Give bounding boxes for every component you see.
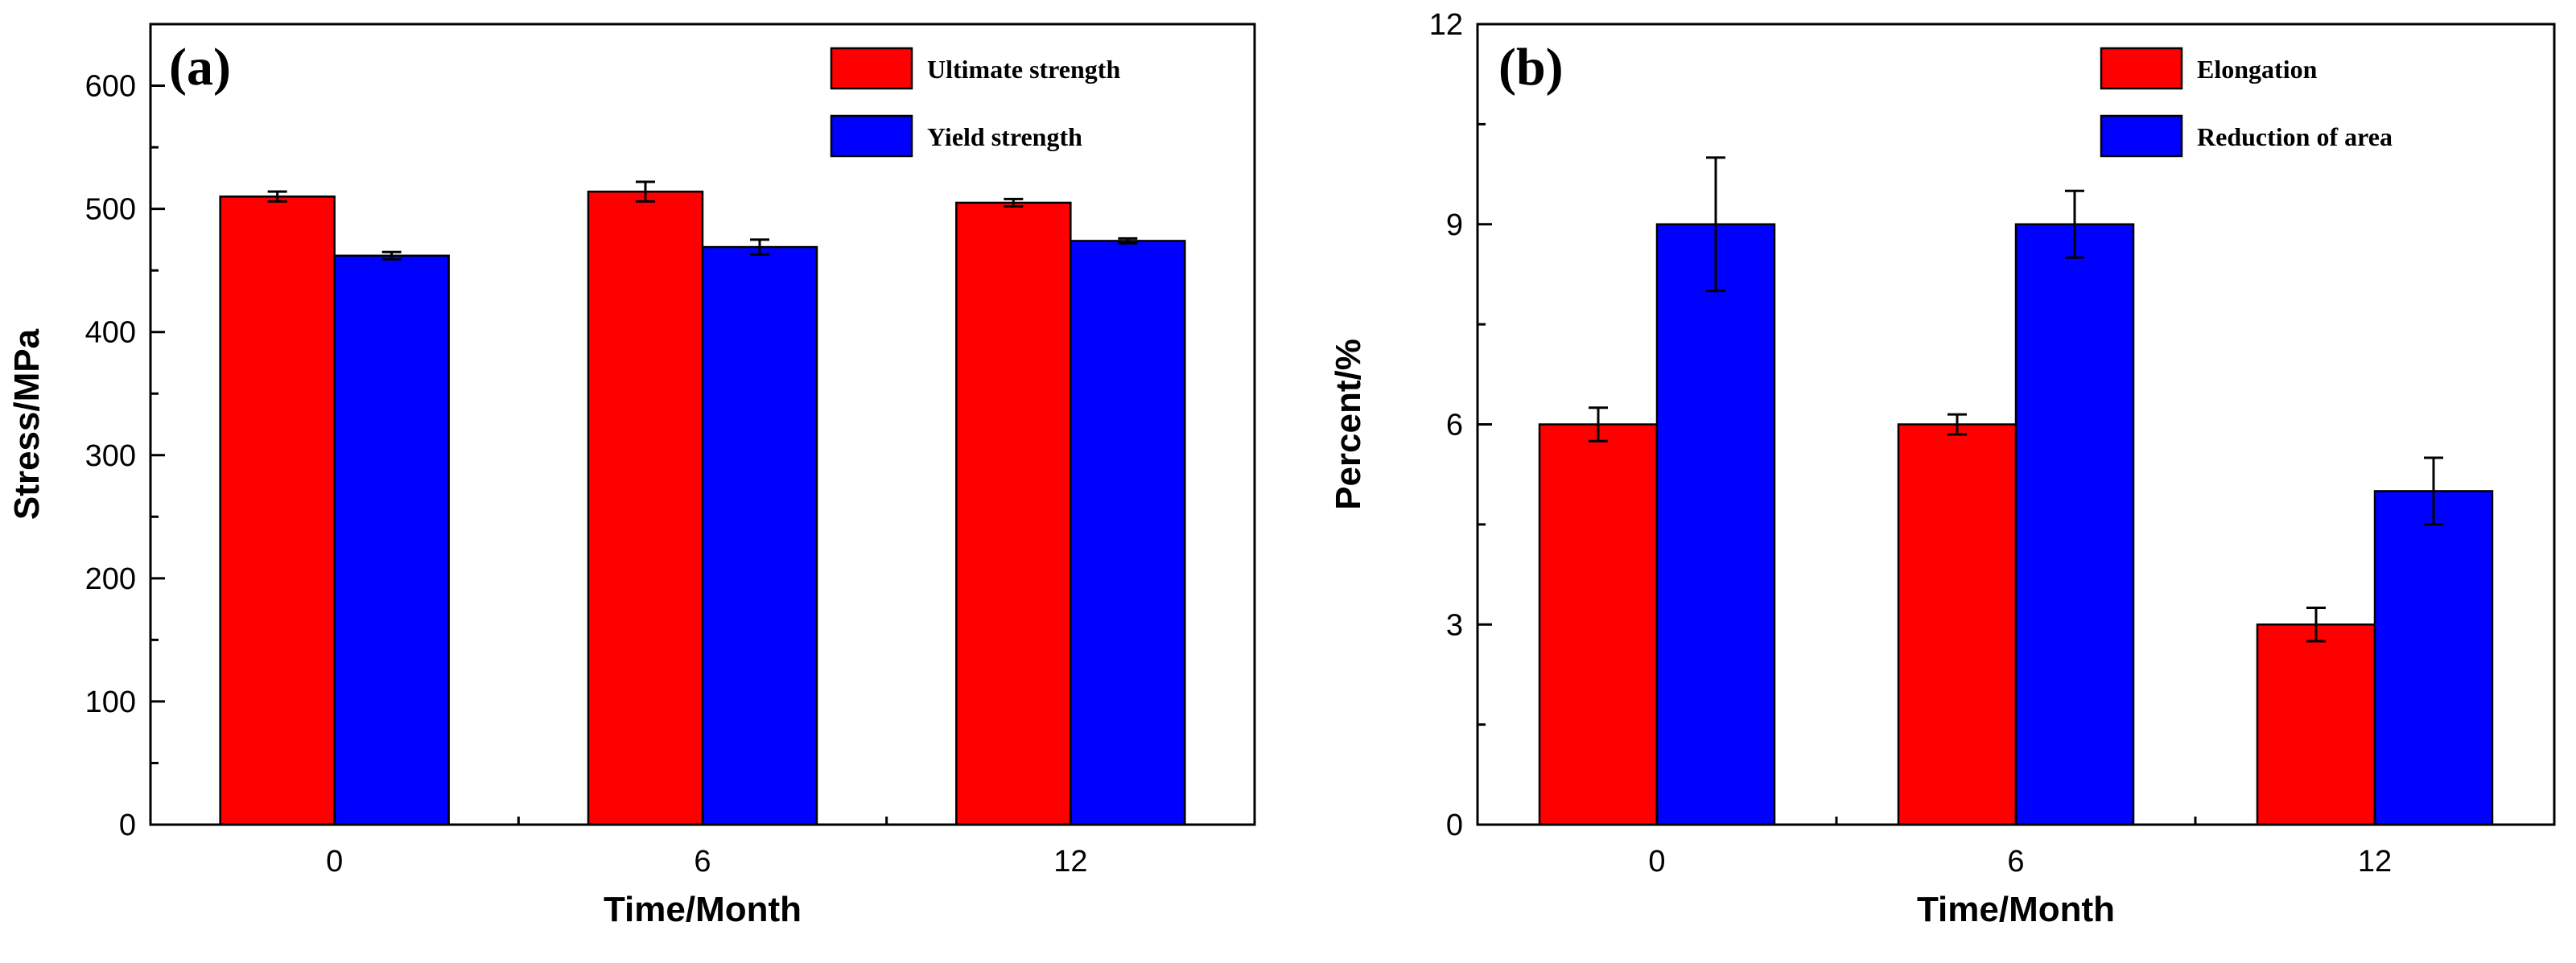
legend-swatch-b-1 <box>2100 114 2183 158</box>
bar-b-0-0 <box>1538 423 1659 826</box>
ytick-label-b-2: 6 <box>1446 409 1463 442</box>
bar-a-1-1 <box>701 245 818 826</box>
bar-b-1-1 <box>2014 223 2135 826</box>
ytick-label-a-3: 300 <box>85 439 136 473</box>
xtick-label-b-1: 6 <box>2007 845 2024 879</box>
bar-a-1-2 <box>1070 240 1186 826</box>
legend-label-a-1: Yield strength <box>927 122 1082 151</box>
legend-label-b-0: Elongation <box>2197 55 2318 84</box>
bar-b-1-2 <box>2373 490 2494 826</box>
ytick-label-a-5: 500 <box>85 193 136 227</box>
ytick-label-a-0: 0 <box>119 809 136 842</box>
panel-label-a: (a) <box>169 38 231 97</box>
bar-a-0-2 <box>955 201 1072 826</box>
legend-label-b-1: Reduction of area <box>2197 122 2393 151</box>
ytick-label-b-0: 0 <box>1446 809 1463 842</box>
bar-b-0-2 <box>2256 623 2376 826</box>
y-axis-label-b: Percent/% <box>1329 339 1368 510</box>
bar-a-0-0 <box>219 195 336 826</box>
ytick-label-b-4: 12 <box>1429 8 1463 42</box>
legend-swatch-b-0 <box>2100 47 2183 90</box>
chart-b: 0 3 6 9 12 0 6 12 Time/Month Percent/% (b) Elongati… <box>1329 8 2556 929</box>
ytick-label-b-3: 9 <box>1446 208 1463 242</box>
ytick-label-a-6: 600 <box>85 70 136 104</box>
bar-a-1-0 <box>333 254 450 826</box>
legend-swatch-a-1 <box>830 114 913 158</box>
ytick-label-a-2: 200 <box>85 562 136 596</box>
chart-a: 0 100 200 300 400 500 600 0 6 12 Time/Month Stress/… <box>7 23 1256 929</box>
bar-a-0-1 <box>587 190 704 826</box>
xtick-label-a-1: 6 <box>694 845 711 879</box>
xtick-label-b-0: 0 <box>1648 845 1665 879</box>
xtick-label-a-0: 0 <box>326 845 343 879</box>
x-axis-label-a: Time/Month <box>604 890 802 929</box>
ytick-label-a-4: 400 <box>85 316 136 350</box>
y-axis-label-a: Stress/MPa <box>7 328 47 520</box>
bar-b-0-1 <box>1897 423 2018 826</box>
xtick-label-a-2: 12 <box>1053 845 1087 879</box>
ytick-label-b-1: 3 <box>1446 608 1463 642</box>
panel-label-b: (b) <box>1498 38 1564 97</box>
legend-swatch-a-0 <box>830 47 913 90</box>
bar-b-1-0 <box>1655 223 1776 826</box>
x-axis-label-b: Time/Month <box>1917 890 2115 929</box>
legend-label-a-0: Ultimate strength <box>927 55 1120 84</box>
ytick-label-a-1: 100 <box>85 685 136 719</box>
xtick-label-b-2: 12 <box>2358 845 2392 879</box>
